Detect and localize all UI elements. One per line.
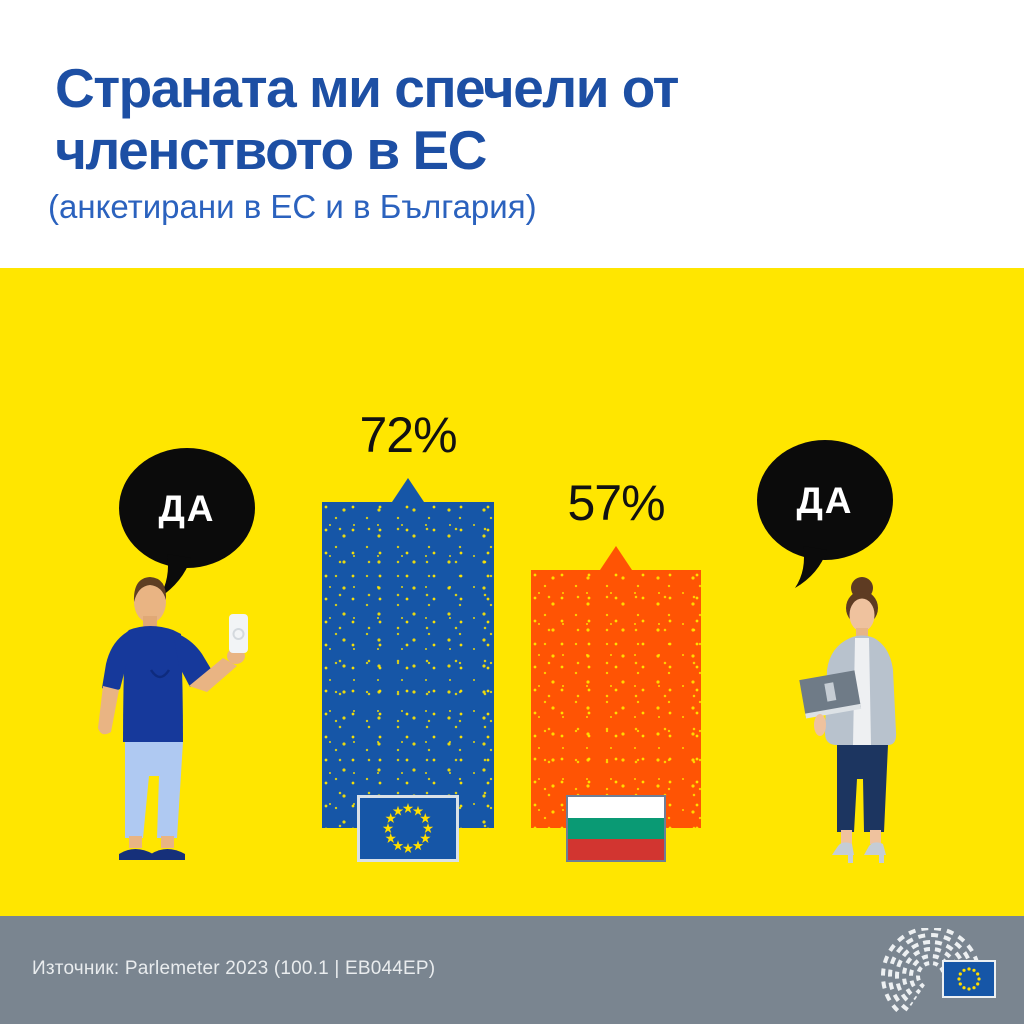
bar-pointer-eu: [392, 478, 424, 502]
page-subtitle: (анкетирани в ЕС и в България): [48, 188, 537, 225]
man-ankle-right: [161, 836, 174, 848]
page-title: Страната ми спечели от членството в ЕС: [55, 57, 679, 181]
footer: Източник: Parlemeter 2023 (100.1 | EB044…: [0, 916, 1024, 1024]
man-shirt: [123, 626, 183, 742]
speech-bubble-body: [757, 440, 893, 560]
woman-pants: [837, 745, 888, 832]
bar-group-eu: 72%: [322, 407, 494, 862]
bar-group-bulgaria: 57%: [531, 475, 701, 862]
value-label-bulgaria: 57%: [567, 475, 665, 531]
bubble-text-right: ДА: [796, 480, 853, 521]
woman-shoe-left: [832, 842, 854, 855]
woman-heel-left: [848, 855, 853, 863]
ep-logo-eu-flag: [942, 960, 996, 998]
bulgaria-flag-white-stripe: [568, 797, 664, 818]
eu-flag-stars: [382, 803, 434, 853]
bar-eu: [322, 502, 494, 862]
chart-area: ДА: [0, 268, 1024, 916]
bubble-text-left: ДА: [158, 488, 215, 529]
man-illustration: [98, 577, 248, 860]
folder-label: [824, 682, 837, 702]
man-shirt-pocket: [149, 669, 171, 679]
man-hair: [133, 577, 167, 602]
woman-head: [849, 598, 875, 632]
man-sandal-right: [151, 849, 185, 860]
woman-illustration: [799, 577, 897, 863]
eu-flag: [357, 795, 459, 862]
speech-bubble-tail: [795, 546, 827, 588]
woman-shoe-right: [864, 842, 886, 855]
woman-inner-top: [853, 638, 871, 745]
woman-ankle-left: [841, 830, 852, 844]
phone-screen-logo: [232, 628, 245, 640]
bulgaria-flag-green-stripe: [568, 818, 664, 839]
bar-pointer-bulgaria: [600, 546, 632, 570]
speech-bubble-tail: [159, 554, 191, 598]
man-right-sleeve: [173, 632, 211, 687]
speech-bubble-left: ДА: [119, 448, 255, 598]
man-left-sleeve: [102, 632, 127, 692]
header: Страната ми спечели от членството в ЕС (…: [0, 0, 1024, 268]
european-parliament-logo: [881, 928, 996, 1012]
man-right-forearm: [189, 658, 237, 692]
woman-ankle-right: [870, 830, 881, 844]
title-line-2: членството в ЕС: [55, 119, 487, 181]
title-line-1: Страната ми спечели от: [55, 57, 679, 119]
man-pants: [125, 742, 183, 838]
woman-hand: [814, 714, 826, 736]
man-ankle-left: [129, 836, 142, 848]
speech-bubble-body: [119, 448, 255, 568]
value-label-eu: 72%: [359, 407, 457, 463]
speech-bubble-right: ДА: [757, 440, 893, 588]
source-text: Източник: Parlemeter 2023 (100.1 | EB044…: [32, 958, 436, 979]
man-head: [134, 581, 166, 623]
man-sandal-left: [119, 849, 153, 860]
bar-bulgaria: [531, 570, 701, 862]
woman-heel-right: [879, 855, 884, 863]
phone: [229, 614, 248, 653]
bulgaria-flag-red-stripe: [568, 839, 664, 860]
bulgaria-flag: [566, 795, 666, 862]
man-left-arm: [98, 686, 119, 735]
